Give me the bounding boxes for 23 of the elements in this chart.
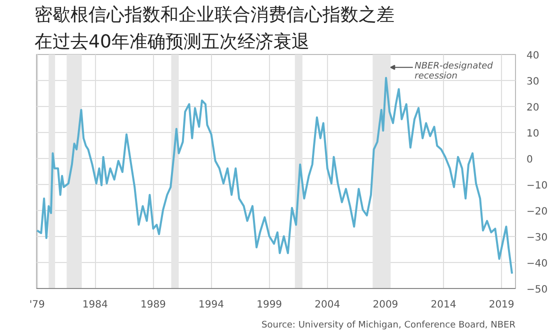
x-tick-label: 2014 (430, 300, 456, 310)
y-tick-label: 0 (526, 154, 533, 166)
x-tick-label: 1999 (256, 300, 282, 310)
x-tick-label: 1989 (140, 300, 166, 310)
y-tick-label: −50 (526, 284, 548, 296)
y-tick-label: 20 (526, 102, 540, 114)
chart-subtitle: 在过去40年准确预测五次经济衰退 (34, 32, 310, 52)
chart-title: 密歇根信心指数和企业联合消费信心指数之差 (34, 4, 394, 26)
y-tick-label: −10 (526, 180, 548, 192)
source-note: Source: University of Michigan, Conference Board, NBER (262, 320, 516, 330)
x-tick-label: 2009 (372, 300, 398, 310)
y-tick-label: −40 (526, 258, 548, 270)
y-tick-label: −20 (526, 206, 548, 218)
x-tick-label: 2004 (314, 300, 340, 310)
y-tick-label: 40 (526, 50, 540, 62)
y-tick-label: 30 (526, 76, 540, 88)
x-tick-label: '79 (29, 300, 45, 310)
y-tick-label: −30 (526, 232, 548, 244)
x-tick-label: 1984 (82, 300, 108, 310)
x-tick-label: 1994 (198, 300, 224, 310)
y-tick-label: 10 (526, 128, 540, 140)
band-label: NBER-designated recession (414, 62, 494, 82)
x-tick-label: 2019 (488, 300, 514, 310)
